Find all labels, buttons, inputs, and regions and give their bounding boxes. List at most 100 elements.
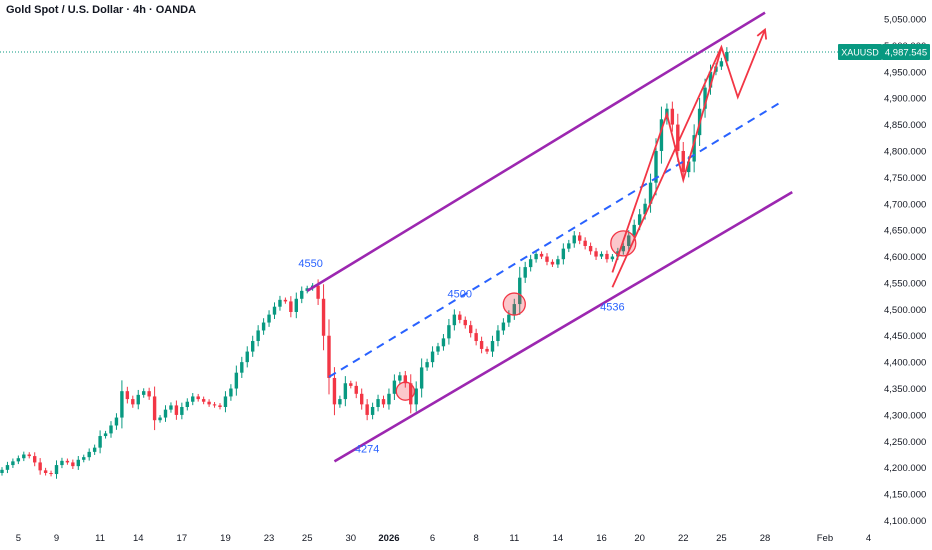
y-tick-label: 4,150.000 [884,490,926,501]
candle-body [278,299,282,307]
y-tick-label: 4,800.000 [884,146,926,157]
candle-body [670,108,675,125]
candle-body [142,391,146,395]
candle-body [163,409,168,418]
candle-body [398,375,402,381]
candle-body [501,322,506,331]
x-tick-label: 20 [634,533,645,544]
candle-body [469,325,473,334]
y-tick-label: 4,100.000 [884,516,926,527]
candle-body [594,251,598,257]
candle-body [545,256,549,262]
symbol-badge-bg [838,43,882,60]
y-tick-label: 4,950.000 [884,67,926,78]
candle-body [676,124,680,151]
candle-body [458,314,462,320]
candle-body [136,394,140,405]
candle-body [92,447,97,452]
candle-body [605,253,609,260]
y-tick-label: 4,350.000 [884,384,926,395]
candle-body [637,214,642,225]
candle-body [425,362,429,368]
candle-body [283,299,288,302]
candle-body [152,396,157,421]
candle-body [218,405,222,408]
candle-body [338,399,342,405]
x-tick-label: 2026 [378,533,399,544]
candle-body [207,401,211,405]
candle-body [376,399,380,408]
candle-body [22,454,26,459]
y-tick-label: 4,400.000 [884,358,926,369]
candle-body [109,425,113,434]
x-tick-label: 4 [866,533,871,544]
candle-body [245,351,249,363]
x-tick-label: 11 [95,533,105,544]
channel-lower-line [333,191,793,463]
candle-body [11,461,15,466]
candle-body [316,285,320,299]
candle-body [158,417,162,421]
candle-body [452,314,457,326]
channel-upper-line [306,11,766,292]
candle-body [54,465,59,475]
candle-body [294,298,298,312]
candle-body [251,341,255,352]
symbol-badge-label: XAUUSD [841,47,879,57]
candle-body [719,61,724,67]
candle-body [474,333,478,342]
price-annotation: 4550 [298,258,322,270]
x-tick-label: 16 [596,533,607,544]
candle-body [539,253,544,257]
candle-body [38,462,42,471]
y-tick-label: 4,550.000 [884,278,926,289]
candle-body [185,401,189,408]
candle-body [436,346,440,352]
x-tick-label: 14 [553,533,564,544]
x-tick-label: 11 [509,533,519,544]
candle-body [561,248,566,260]
candle-body [196,396,200,400]
candle-body [365,404,369,415]
candle-body [725,51,729,62]
candle-body [0,469,4,473]
candle-body [703,87,707,109]
candles [0,47,729,479]
candle-body [387,393,391,405]
x-axis: 5 9 11 14 17 19 23 25 30 2026 6 8 11 14 16 20 22 25 28 Feb 4 [16,533,871,544]
y-tick-label: 4,850.000 [884,120,926,131]
candle-body [643,203,647,215]
channel-mid-line [328,101,782,378]
candle-body [578,235,582,241]
candle-body [692,135,696,162]
candle-body [610,256,615,260]
candle-body [98,436,102,448]
candle-body [485,348,489,352]
candle-body [550,261,555,265]
candle-body [523,267,527,278]
candle-body [572,235,576,244]
candle-body [272,306,277,315]
candle-body [430,351,435,363]
candle-body [43,470,48,473]
candle-body [632,224,636,236]
y-tick-label: 4,650.000 [884,226,926,237]
candle-body [479,341,484,349]
candle-body [567,243,571,249]
y-tick-label: 4,450.000 [884,331,926,342]
candle-body [103,433,108,437]
y-axis: 5,050.0005,000.0004,950.0004,900.0004,85… [884,15,926,528]
candle-body [490,341,495,352]
candle-body [556,259,560,265]
candle-body [654,150,658,183]
price-badge-label: 4,987.545 [885,47,927,58]
candle-body [599,253,604,257]
candle-body [588,245,593,252]
x-tick-label: Feb [817,533,833,544]
candle-body [409,383,413,405]
candle-body [447,325,451,339]
candle-body [349,383,353,386]
candle-body [621,245,625,252]
x-tick-label: 17 [177,533,188,544]
